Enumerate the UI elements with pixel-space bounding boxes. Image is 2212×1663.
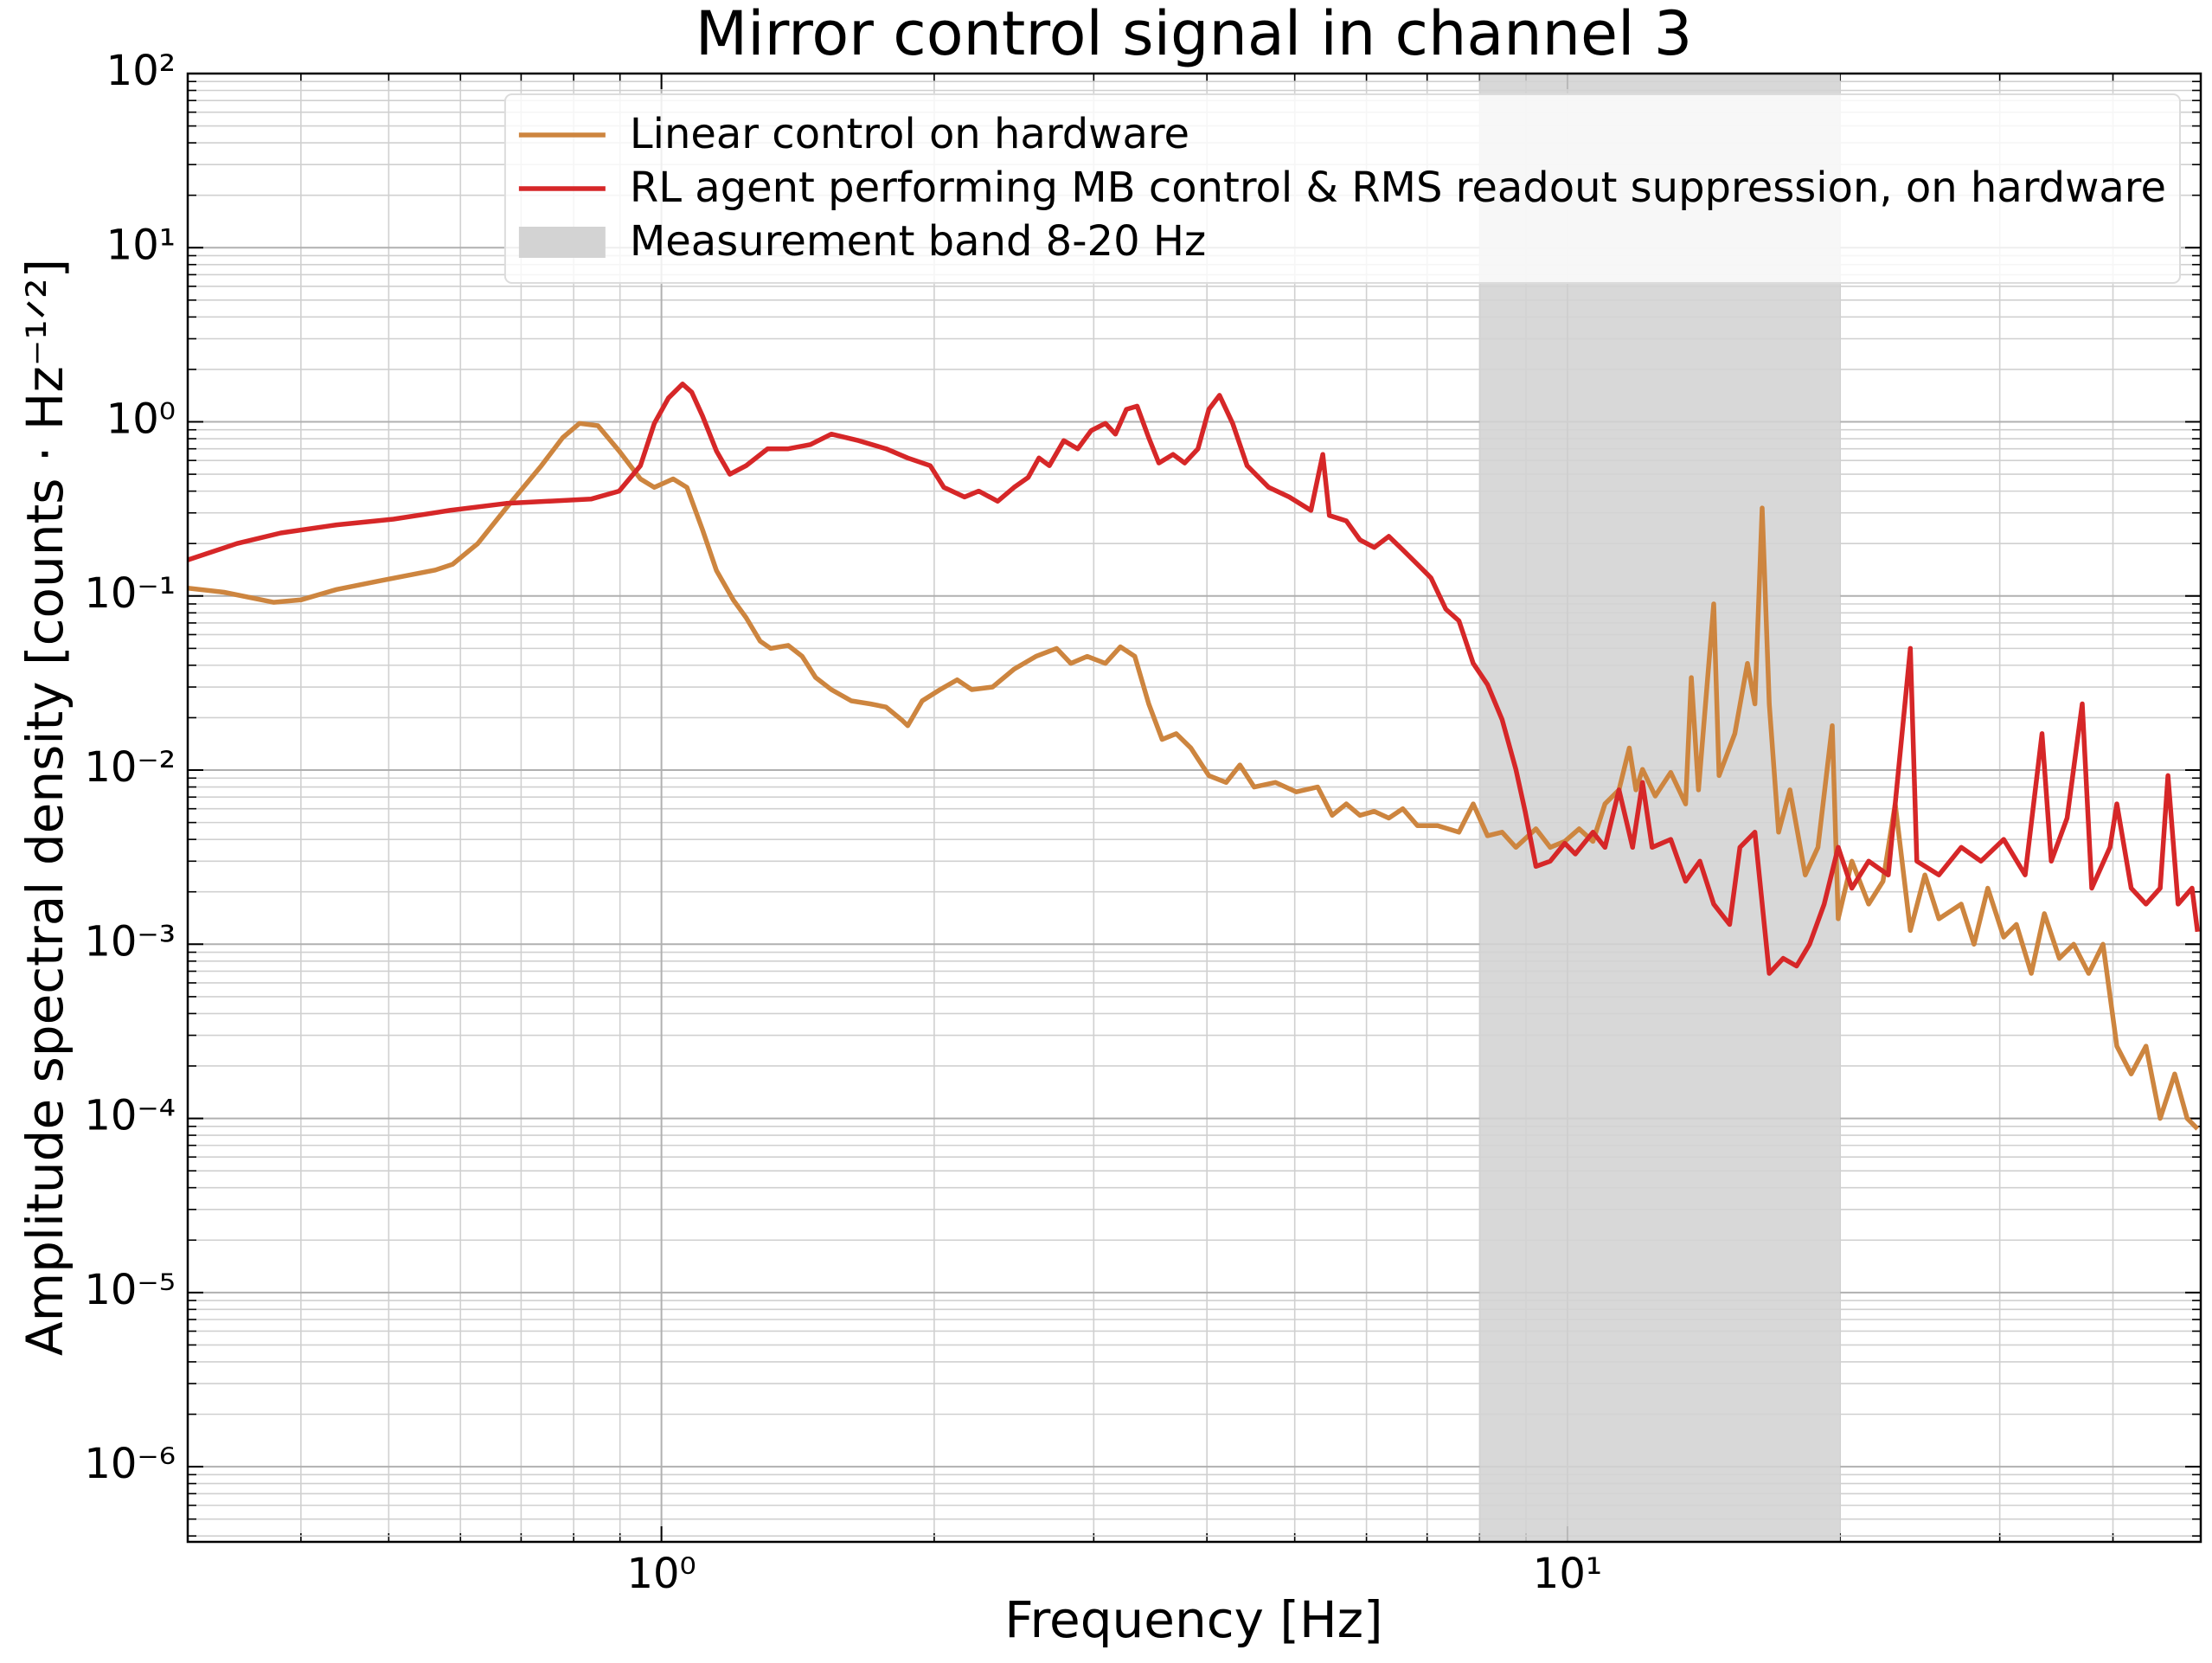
y-tick-label: 10⁰ — [106, 395, 176, 444]
plot-lines — [188, 382, 2201, 1131]
x-axis-label: Frequency [Hz] — [1004, 1590, 1382, 1649]
x-tick-label: 10⁰ — [626, 1550, 696, 1598]
chart-title: Mirror control signal in channel 3 — [696, 0, 1693, 69]
y-axis-label: Amplitude spectral density [counts · Hz⁻… — [16, 259, 74, 1356]
legend-label: Measurement band 8-20 Hz — [630, 217, 1206, 266]
legend-label: Linear control on hardware — [630, 110, 1189, 158]
legend-swatch — [518, 227, 606, 258]
y-tick-label: 10⁻⁶ — [84, 1440, 176, 1488]
legend-label: RL agent performing MB control & RMS rea… — [630, 164, 2166, 212]
y-tick-label: 10² — [106, 47, 176, 95]
y-tick-label: 10⁻⁴ — [84, 1092, 176, 1140]
y-tick-label: 10¹ — [106, 221, 176, 269]
plot-frame — [186, 72, 2202, 1544]
measurement-band — [1479, 74, 1841, 1542]
series-line — [188, 382, 2201, 976]
y-tick-label: 10⁻² — [84, 743, 176, 792]
y-tick-label: 10⁻¹ — [84, 569, 176, 618]
x-tick-label: 10¹ — [1533, 1550, 1602, 1598]
y-tick-label: 10⁻³ — [84, 917, 176, 966]
legend: Linear control on hardware RL agent perfo… — [503, 93, 2181, 284]
legend-box — [503, 93, 2181, 284]
y-tick-label: 10⁻⁵ — [84, 1266, 176, 1314]
series-line — [188, 421, 2200, 1131]
